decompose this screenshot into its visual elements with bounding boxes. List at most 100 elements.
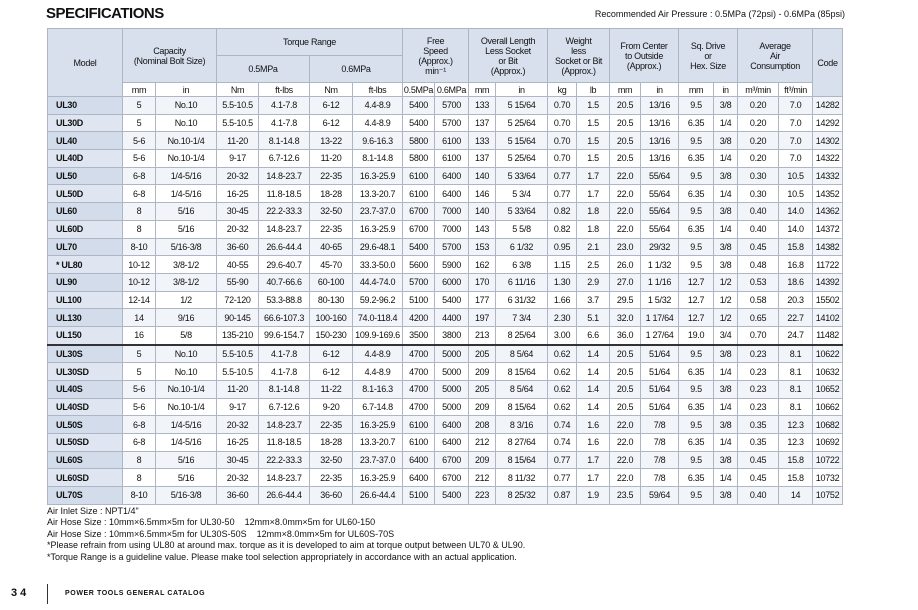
data-cell: 59/64	[640, 486, 680, 505]
data-cell: 7/8	[640, 450, 680, 470]
data-cell: 5800	[402, 131, 436, 151]
data-cell: 0.40	[737, 219, 780, 239]
data-cell: 6-8	[122, 166, 156, 186]
data-cell: 6700	[402, 219, 436, 239]
data-cell: 5800	[402, 149, 436, 168]
data-cell: 23.7-37.0	[352, 450, 404, 470]
model-cell: UL60D	[47, 219, 123, 239]
data-cell: 1.30	[547, 272, 578, 292]
data-cell: 0.74	[547, 415, 578, 435]
data-cell: 8.1	[778, 397, 814, 417]
header-line: or	[704, 50, 712, 61]
header-cell: Model	[47, 28, 123, 97]
data-cell: 5000	[434, 362, 470, 381]
data-cell: 1/2	[713, 290, 739, 310]
data-cell: 6100	[402, 184, 436, 204]
data-cell: 8 11/32	[495, 468, 549, 488]
data-cell: 205	[468, 380, 497, 399]
table-row: UL50SD 6-8 1/4-5/16 16-25 11.8-18.5 18-28 13.3…	[47, 433, 844, 452]
data-cell: 22-35	[309, 219, 354, 239]
data-cell: 14362	[812, 202, 844, 221]
data-cell: 5.5-10.5	[216, 113, 260, 133]
unit-cell: mm	[609, 82, 642, 97]
data-cell: 7.0	[778, 96, 814, 115]
data-cell: 4.4-8.9	[352, 362, 404, 381]
model-cell: UL70S	[47, 486, 123, 505]
data-cell: 3/8-1/2	[154, 272, 218, 292]
data-cell: 55/64	[640, 184, 680, 204]
data-cell: 8	[122, 450, 156, 470]
data-cell: 0.30	[737, 166, 780, 186]
data-cell: No.10	[154, 343, 218, 364]
data-cell: 0.58	[737, 290, 780, 310]
data-cell: 14352	[812, 184, 844, 204]
data-cell: 15.8	[778, 450, 814, 470]
data-cell: 20.5	[609, 96, 642, 115]
data-cell: 16.3-25.9	[352, 219, 404, 239]
data-cell: 10682	[812, 415, 844, 435]
data-cell: 7.0	[778, 113, 814, 133]
data-cell: 6100	[434, 131, 470, 151]
data-cell: 197	[468, 308, 497, 327]
data-cell: 15502	[812, 290, 844, 310]
data-cell: 99.6-154.7	[258, 325, 311, 346]
header-cell: 0.5MPa	[216, 55, 311, 83]
unit-cell: 0.6MPa	[434, 82, 470, 97]
data-cell: 5700	[434, 113, 470, 133]
table-row: UL150 16 5/8 135-210 99.6-154.7 150-230 109.9-…	[47, 325, 844, 346]
data-cell: 1 17/64	[640, 308, 680, 327]
data-cell: 14.8-23.7	[258, 468, 311, 488]
table-body: UL30 5 No.10 5.5-10.5 4.1-7.8 6-12 4.4-8.9 5400…	[47, 96, 844, 505]
table-row: UL50D 6-8 1/4-5/16 16-25 11.8-18.5 18-28 13.3-…	[47, 184, 844, 204]
data-cell: 4.1-7.8	[258, 343, 311, 364]
data-cell: 12.7	[678, 290, 715, 310]
data-cell: 7000	[434, 219, 470, 239]
table-row: UL90 10-12 3/8-1/2 55-90 40.7-66.6 60-100 44.4…	[47, 272, 844, 292]
header-line: Speed	[423, 45, 448, 56]
data-cell: 20-32	[216, 415, 260, 435]
data-cell: 0.65	[737, 308, 780, 327]
data-cell: No.10-1/4	[154, 149, 218, 168]
header-cell: Average Air Consumption	[737, 28, 814, 83]
data-cell: 177	[468, 290, 497, 310]
data-cell: 16.3-25.9	[352, 166, 404, 186]
data-cell: 1/4-5/16	[154, 166, 218, 186]
data-cell: 6-12	[309, 343, 354, 364]
divider	[47, 584, 48, 604]
data-cell: 100-160	[309, 308, 354, 327]
data-cell: 8 15/64	[495, 450, 549, 470]
header-line: (Approx.)	[626, 60, 662, 71]
data-cell: 7/8	[640, 415, 680, 435]
data-cell: 4700	[402, 397, 436, 417]
data-cell: 5.5-10.5	[216, 96, 260, 115]
data-cell: 5400	[402, 96, 436, 115]
table-row: UL40D 5-6 No.10-1/4 9-17 6.7-12.6 11-20 8.1-14…	[47, 149, 844, 168]
data-cell: 0.70	[547, 96, 578, 115]
table-row: UL130 14 9/16 90-145 66.6-107.3 100-160 74.0-1…	[47, 308, 844, 327]
note-line: Air Hose Size : 10mm×6.5mm×5m for UL30-5…	[47, 517, 376, 528]
data-cell: 5	[122, 96, 156, 115]
data-cell: 9.5	[678, 255, 715, 274]
data-cell: 16.3-25.9	[352, 468, 404, 488]
data-cell: 14372	[812, 219, 844, 239]
header-line: less	[571, 45, 586, 56]
data-cell: 5000	[434, 380, 470, 399]
unit-cell: lb	[576, 82, 611, 97]
data-cell: 20.5	[609, 131, 642, 151]
data-cell: 19.0	[678, 325, 715, 346]
header-cell: Weight less Socket or Bit (Approx.)	[547, 28, 611, 83]
data-cell: 6400	[434, 184, 470, 204]
data-cell: 20-32	[216, 468, 260, 488]
data-cell: 9.5	[678, 166, 715, 186]
data-cell: 4.4-8.9	[352, 96, 404, 115]
data-cell: 5700	[402, 272, 436, 292]
data-cell: 0.48	[737, 255, 780, 274]
data-cell: 3.00	[547, 325, 578, 346]
data-cell: 1.4	[576, 362, 611, 381]
data-cell: 6100	[434, 149, 470, 168]
data-cell: 9.6-16.3	[352, 131, 404, 151]
data-cell: 6700	[434, 468, 470, 488]
data-cell: 0.95	[547, 237, 578, 257]
unit-cell: kg	[547, 82, 578, 97]
data-cell: 27.0	[609, 272, 642, 292]
